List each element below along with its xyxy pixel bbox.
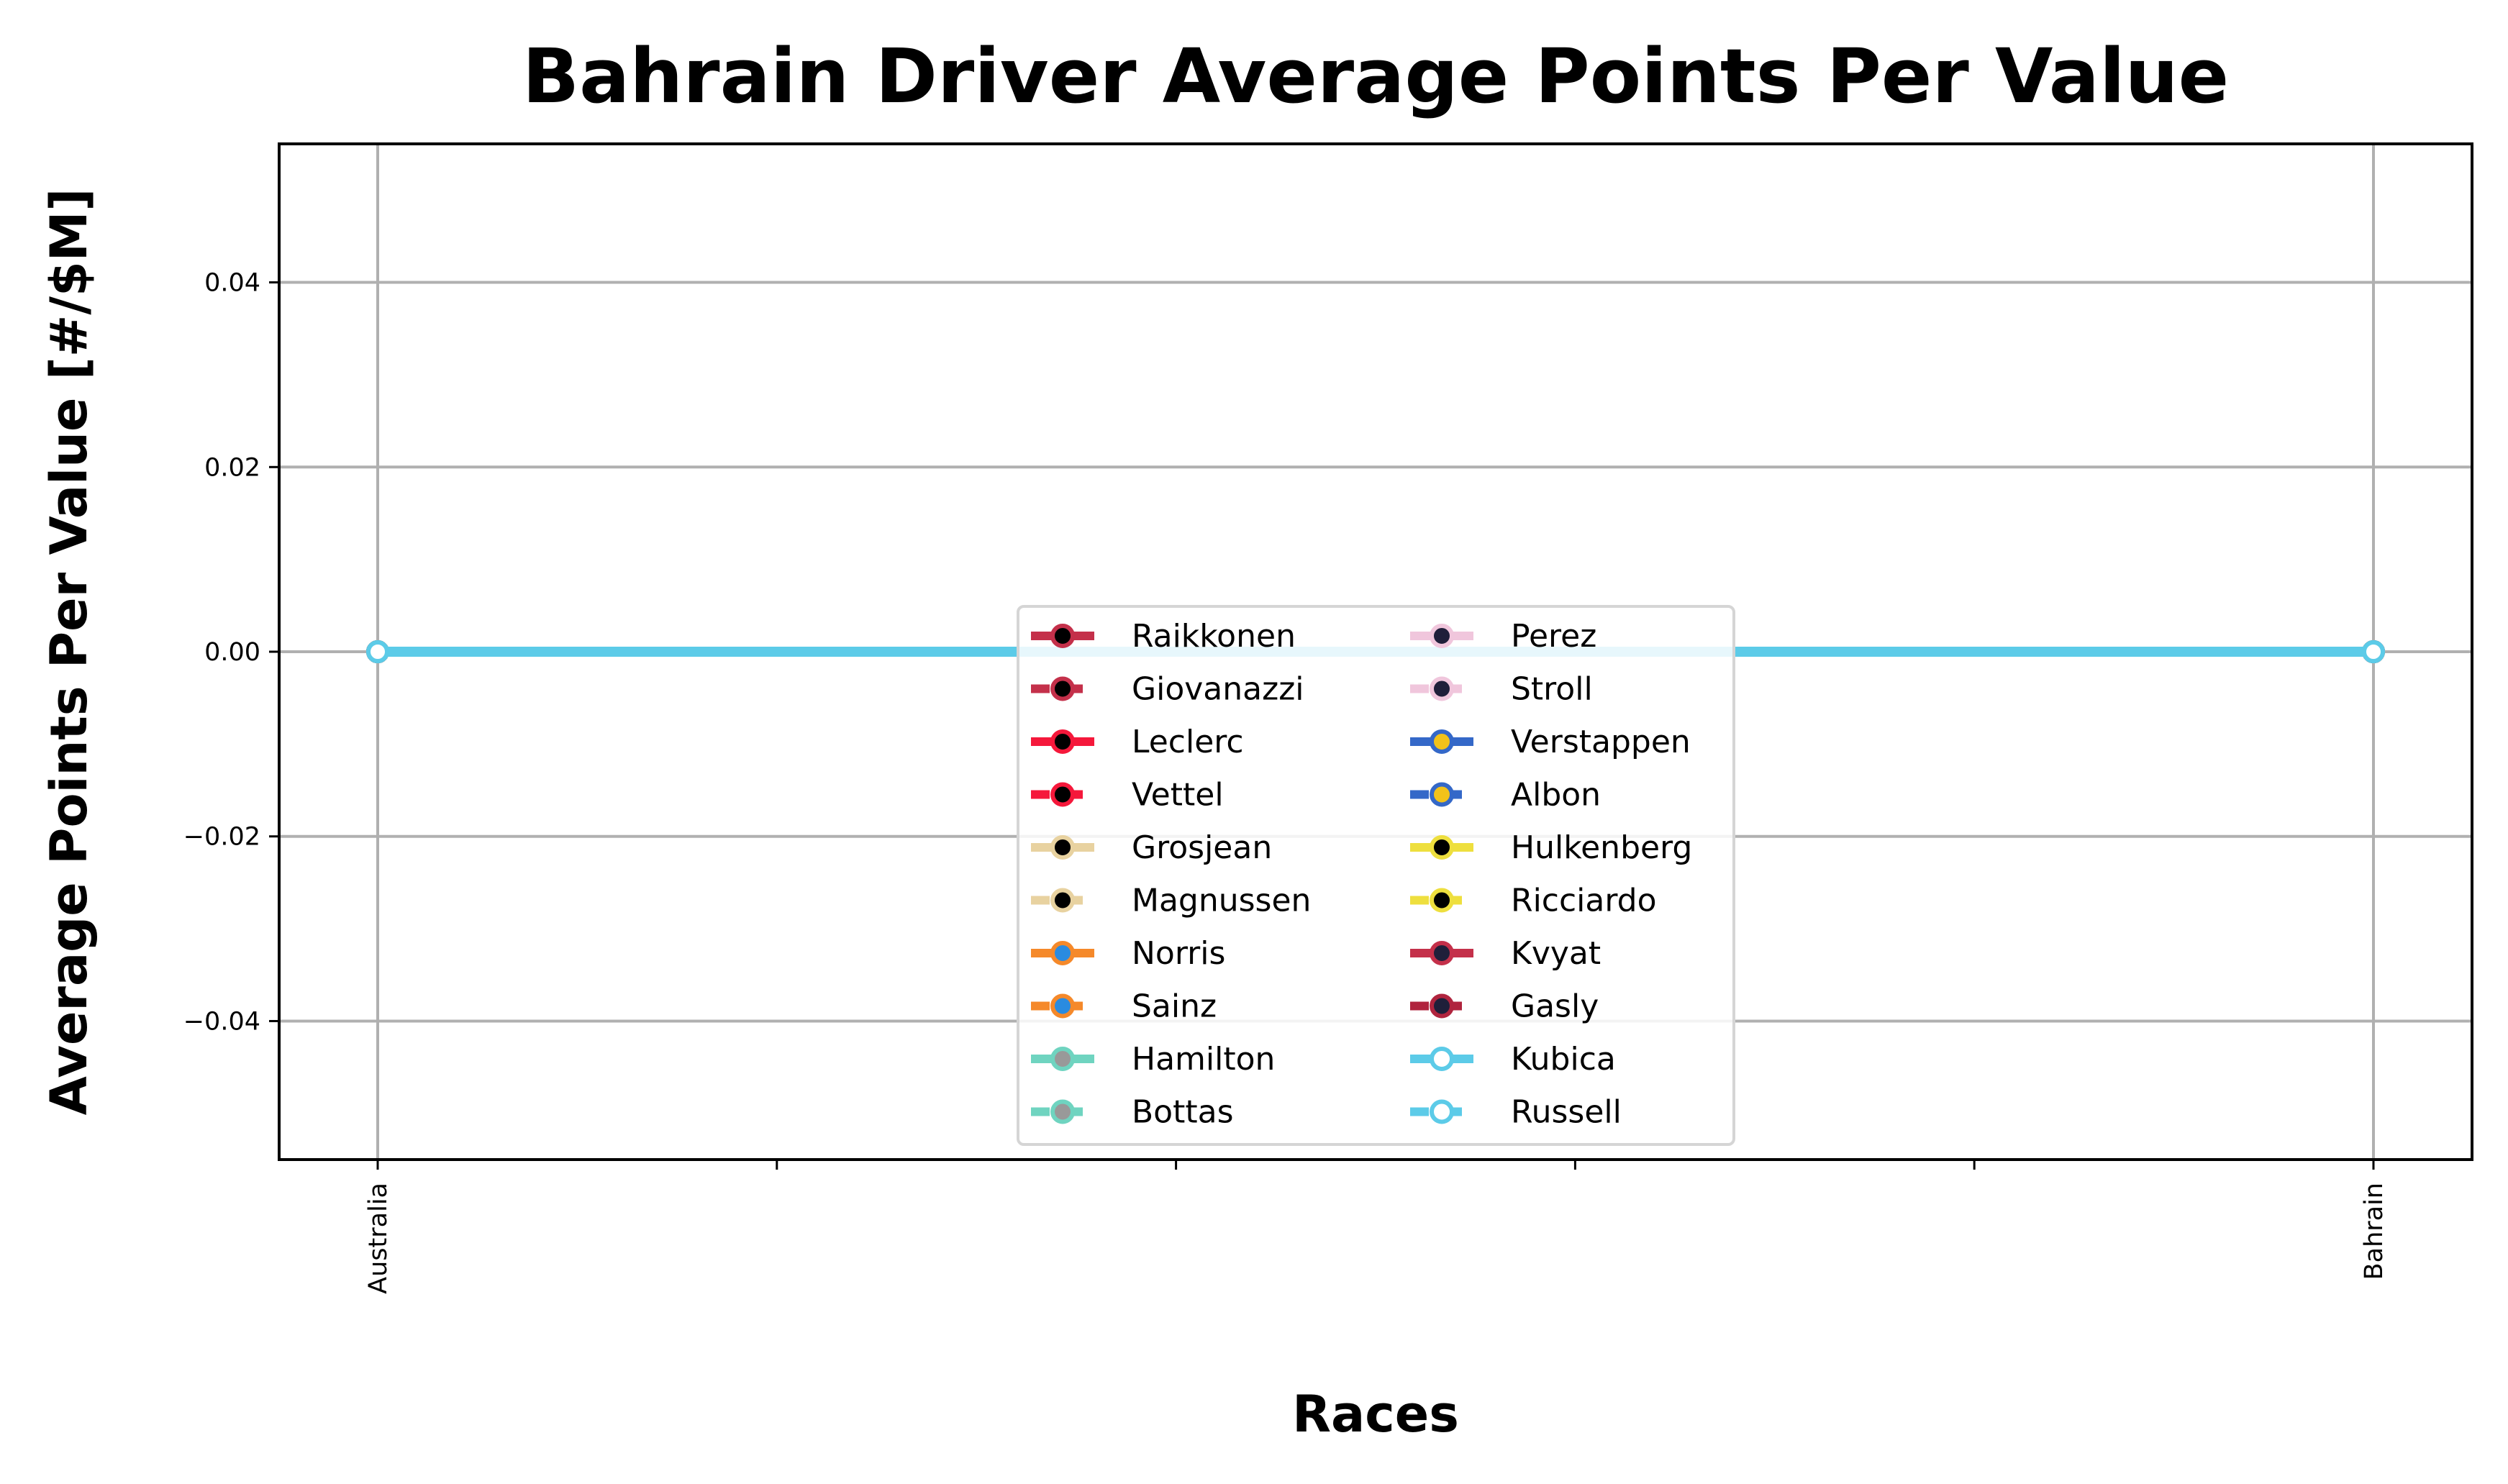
legend-marker-vettel [1050, 782, 1075, 807]
legend-marker-hulkenberg [1430, 835, 1454, 860]
chart-title: Bahrain Driver Average Points Per Value [522, 32, 2229, 120]
legend-marker-kubica [1430, 1047, 1454, 1071]
legend-label-raikkonen: Raikkonen [1132, 618, 1296, 655]
legend-label-magnussen: Magnussen [1132, 883, 1311, 919]
legend: Raikkonen Giovanazzi Leclerc Vettel Grosjean… [1017, 605, 1735, 1146]
legend-label-giovanazzi: Giovanazzi [1132, 671, 1304, 708]
legend-marker-russell [1430, 1099, 1454, 1124]
legend-label-norris: Norris [1132, 935, 1225, 972]
legend-marker-raikkonen [1050, 624, 1075, 648]
legend-marker-ricciardo [1430, 888, 1454, 913]
legend-marker-hamilton [1050, 1047, 1075, 1071]
legend-label-bottas: Bottas [1132, 1094, 1234, 1131]
legend-label-hamilton: Hamilton [1132, 1041, 1275, 1078]
legend-label-hulkenberg: Hulkenberg [1511, 829, 1692, 866]
x-axis-label: Races [1292, 1385, 1459, 1444]
legend-marker-norris [1050, 941, 1075, 965]
y-tick-label: 0.00 [204, 638, 260, 667]
legend-label-kubica: Kubica [1511, 1041, 1616, 1078]
legend-marker-verstappen [1430, 729, 1454, 754]
y-tick-label: 0.04 [204, 269, 260, 298]
data-point-russell [366, 640, 389, 663]
data-point-russell [2362, 640, 2385, 663]
y-tick-label: 0.02 [204, 453, 260, 482]
legend-marker-albon [1430, 782, 1454, 807]
y-tick-label: −0.04 [183, 1007, 260, 1036]
y-axis-label: Average Points Per Value [#/$M] [40, 188, 99, 1116]
legend-frame [1017, 605, 1735, 1146]
legend-label-grosjean: Grosjean [1132, 829, 1272, 866]
legend-label-vettel: Vettel [1132, 777, 1224, 814]
legend-marker-sainz [1050, 993, 1075, 1019]
x-tick-label: Australia [364, 1183, 393, 1294]
legend-label-verstappen: Verstappen [1511, 724, 1691, 760]
legend-label-kvyat: Kvyat [1511, 935, 1601, 972]
legend-marker-perez [1430, 624, 1454, 648]
legend-marker-kvyat [1430, 941, 1454, 965]
x-tick-label: Bahrain [2360, 1183, 2389, 1280]
legend-marker-grosjean [1050, 835, 1075, 860]
legend-label-leclerc: Leclerc [1132, 724, 1244, 760]
legend-marker-leclerc [1050, 729, 1075, 754]
axis-ticks: 0.04 0.02 0.00 −0.02 −0.04 Australia Bahrain [183, 269, 2389, 1294]
legend-label-ricciardo: Ricciardo [1511, 883, 1657, 919]
legend-label-russell: Russell [1511, 1094, 1622, 1131]
legend-marker-giovanazzi [1050, 676, 1075, 701]
legend-marker-magnussen [1050, 888, 1075, 913]
legend-marker-stroll [1430, 676, 1454, 701]
legend-label-gasly: Gasly [1511, 988, 1599, 1025]
legend-marker-gasly [1430, 993, 1454, 1019]
legend-label-albon: Albon [1511, 777, 1601, 814]
legend-label-stroll: Stroll [1511, 671, 1593, 708]
legend-label-perez: Perez [1511, 618, 1596, 655]
legend-marker-bottas [1050, 1099, 1075, 1124]
legend-label-sainz: Sainz [1132, 988, 1217, 1025]
y-tick-label: −0.02 [183, 823, 260, 852]
